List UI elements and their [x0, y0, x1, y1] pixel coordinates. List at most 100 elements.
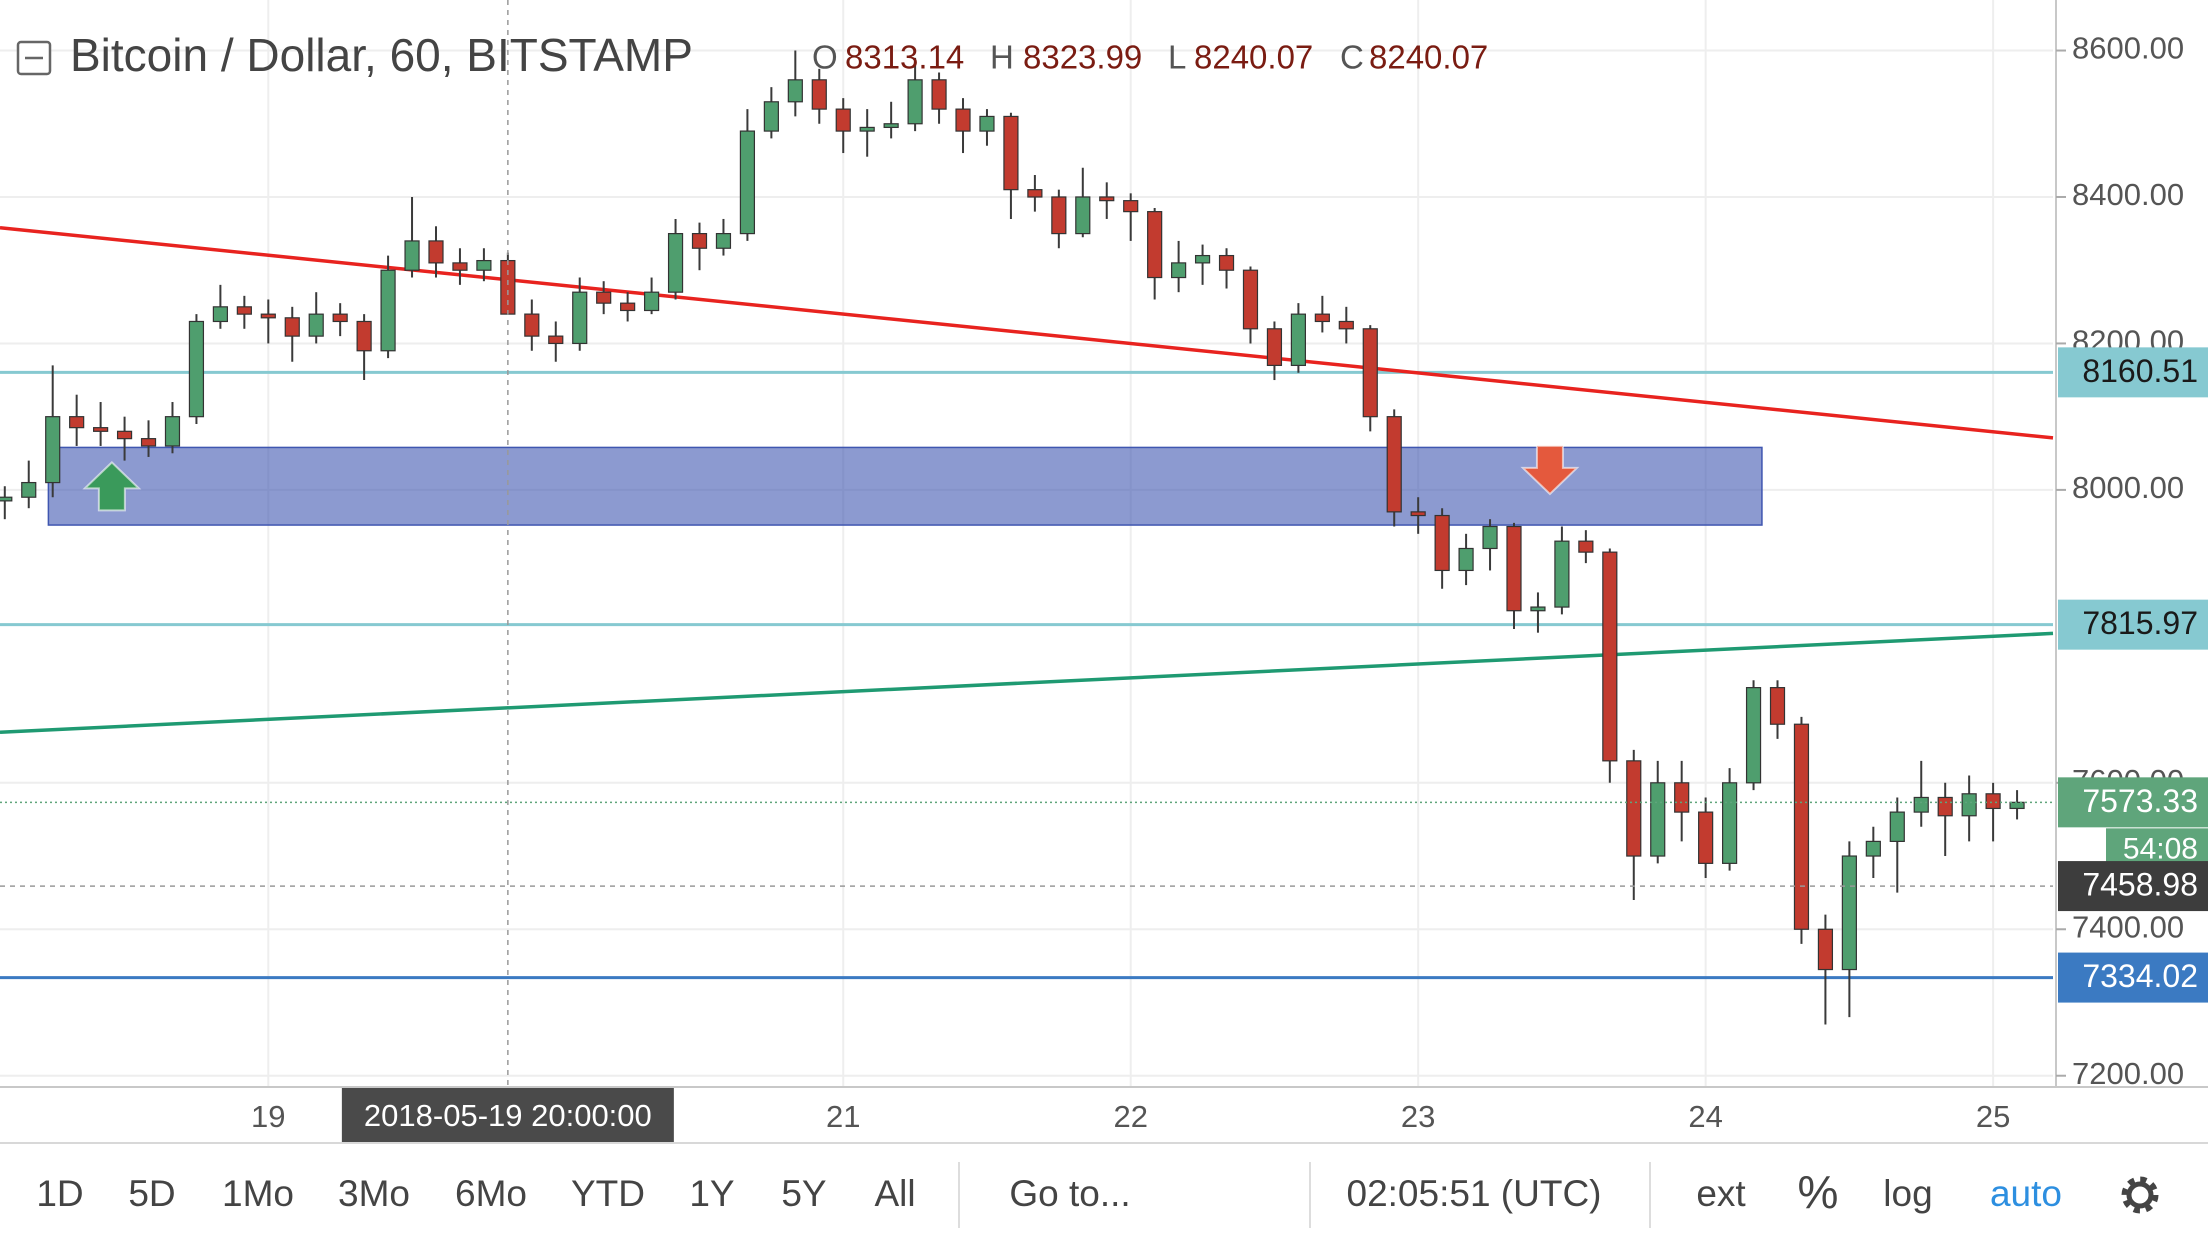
- range-button[interactable]: 5D: [128, 1173, 175, 1214]
- range-button[interactable]: 1D: [36, 1173, 83, 1214]
- candle-body: [1721, 782, 1738, 864]
- countdown-box: [2106, 828, 2208, 867]
- arrow: [1520, 444, 1580, 496]
- candle-body: [500, 259, 516, 315]
- candle-body: [739, 130, 756, 235]
- overlay: [0, 0, 2053, 1087]
- option-button[interactable]: log: [1883, 1173, 1932, 1214]
- toolbar: Go to... 02:05:51 (UTC) 1D 5D 1Mo 3Mo 6Mo YTD…: [36, 1162, 2159, 1228]
- candle-body: [428, 240, 444, 264]
- level-label: 7815.97: [2082, 605, 2198, 641]
- arrow: [82, 461, 142, 512]
- candle-body: [1242, 269, 1259, 330]
- candle-body: [1937, 796, 1953, 817]
- crosshair-price-label: 7458.98: [2082, 867, 2198, 903]
- option-button[interactable]: %: [1798, 1166, 1839, 1218]
- candle-body: [811, 79, 827, 110]
- candle-body: [1051, 196, 1067, 235]
- candle-body: [955, 108, 971, 132]
- candle-body: [1506, 525, 1522, 612]
- level-box: [2058, 599, 2208, 650]
- trend-line: [0, 631, 2054, 735]
- candle-body: [45, 416, 61, 484]
- goto-button[interactable]: Go to...: [1009, 1173, 1130, 1214]
- grid: [0, 0, 2053, 1087]
- y-tick-label: 7200.00: [2072, 1056, 2184, 1091]
- candle-body: [1841, 855, 1857, 971]
- candle-body: [93, 427, 109, 432]
- candle-body: [1194, 254, 1211, 264]
- axes: 8600.008400.008200.008000.007600.007400.…: [251, 31, 2208, 1142]
- candle-body: [1985, 793, 2001, 810]
- candle-body: [332, 313, 348, 323]
- last-price-box: [2058, 777, 2208, 828]
- x-tick-label: 23: [1401, 1099, 1435, 1134]
- candle-body: [1314, 313, 1330, 323]
- range-button[interactable]: YTD: [571, 1173, 645, 1214]
- candle-body: [835, 108, 851, 132]
- candle-body: [1554, 540, 1570, 608]
- range-button[interactable]: 5Y: [781, 1173, 826, 1214]
- candle-body: [236, 306, 252, 315]
- crosshair-time-label: 2018-05-19 20:00:00: [364, 1098, 652, 1133]
- candle-body: [1099, 196, 1115, 202]
- trend-line: [0, 225, 2054, 440]
- candle-body: [116, 430, 133, 440]
- candle-body: [1961, 793, 1977, 817]
- range-button[interactable]: 6Mo: [455, 1173, 527, 1214]
- crosshair-price-box: [2058, 861, 2208, 912]
- candle-body: [404, 240, 420, 271]
- candle-body: [1434, 514, 1450, 572]
- range-button[interactable]: 3Mo: [338, 1173, 410, 1214]
- settings-icon[interactable]: [2121, 1176, 2159, 1214]
- candle-body: [1913, 796, 1929, 813]
- candle-body: [620, 302, 636, 312]
- candle-body: [1674, 782, 1690, 813]
- y-tick-label: 8000.00: [2072, 470, 2184, 505]
- x-tick-label: 21: [826, 1099, 860, 1134]
- range-button[interactable]: 1Y: [689, 1173, 734, 1214]
- candle-body: [69, 416, 85, 429]
- candle-body: [1650, 782, 1666, 857]
- candle-body: [1362, 328, 1378, 418]
- last-price-label: 7573.33: [2082, 783, 2198, 819]
- y-tick-label: 8600.00: [2072, 31, 2184, 66]
- candle-body: [476, 259, 492, 271]
- chart-title: Bitcoin / Dollar, 60, BITSTAMP: [70, 29, 693, 81]
- clock: 02:05:51 (UTC): [1347, 1173, 1602, 1214]
- candle-body: [1626, 760, 1642, 857]
- candle-body: [859, 126, 875, 132]
- gear-teeth: [2121, 1176, 2159, 1214]
- option-button[interactable]: auto: [1990, 1173, 2062, 1214]
- candle-body: [1889, 811, 1905, 842]
- candle-body: [1386, 416, 1402, 513]
- range-button[interactable]: All: [874, 1173, 915, 1214]
- candle-body: [691, 232, 708, 249]
- range-button[interactable]: 1Mo: [222, 1173, 294, 1214]
- candle-body: [787, 79, 803, 103]
- candle-body: [667, 232, 684, 293]
- candle-body: [1218, 254, 1235, 271]
- candle-body: [1602, 551, 1618, 762]
- candle-body: [1698, 811, 1714, 864]
- candle-body: [1865, 840, 1881, 857]
- option-button[interactable]: ext: [1696, 1173, 1746, 1214]
- candle-body: [1530, 606, 1546, 612]
- candle-body: [1769, 687, 1786, 725]
- x-tick-label: 25: [1976, 1099, 2010, 1134]
- candle-body: [907, 79, 923, 125]
- candle-body: [1410, 511, 1426, 517]
- candle-body: [572, 291, 588, 345]
- candle-body: [188, 320, 205, 418]
- candle-body: [140, 438, 157, 447]
- candle-body: [212, 306, 228, 323]
- candle-body: [1003, 115, 1019, 191]
- candle-body: [0, 496, 13, 502]
- candle-body: [524, 313, 540, 337]
- candle-body: [548, 335, 564, 345]
- candle-body: [1123, 200, 1139, 213]
- candle-body: [1458, 547, 1474, 572]
- candle-body: [715, 232, 732, 249]
- ohlc-label: H: [990, 39, 1014, 76]
